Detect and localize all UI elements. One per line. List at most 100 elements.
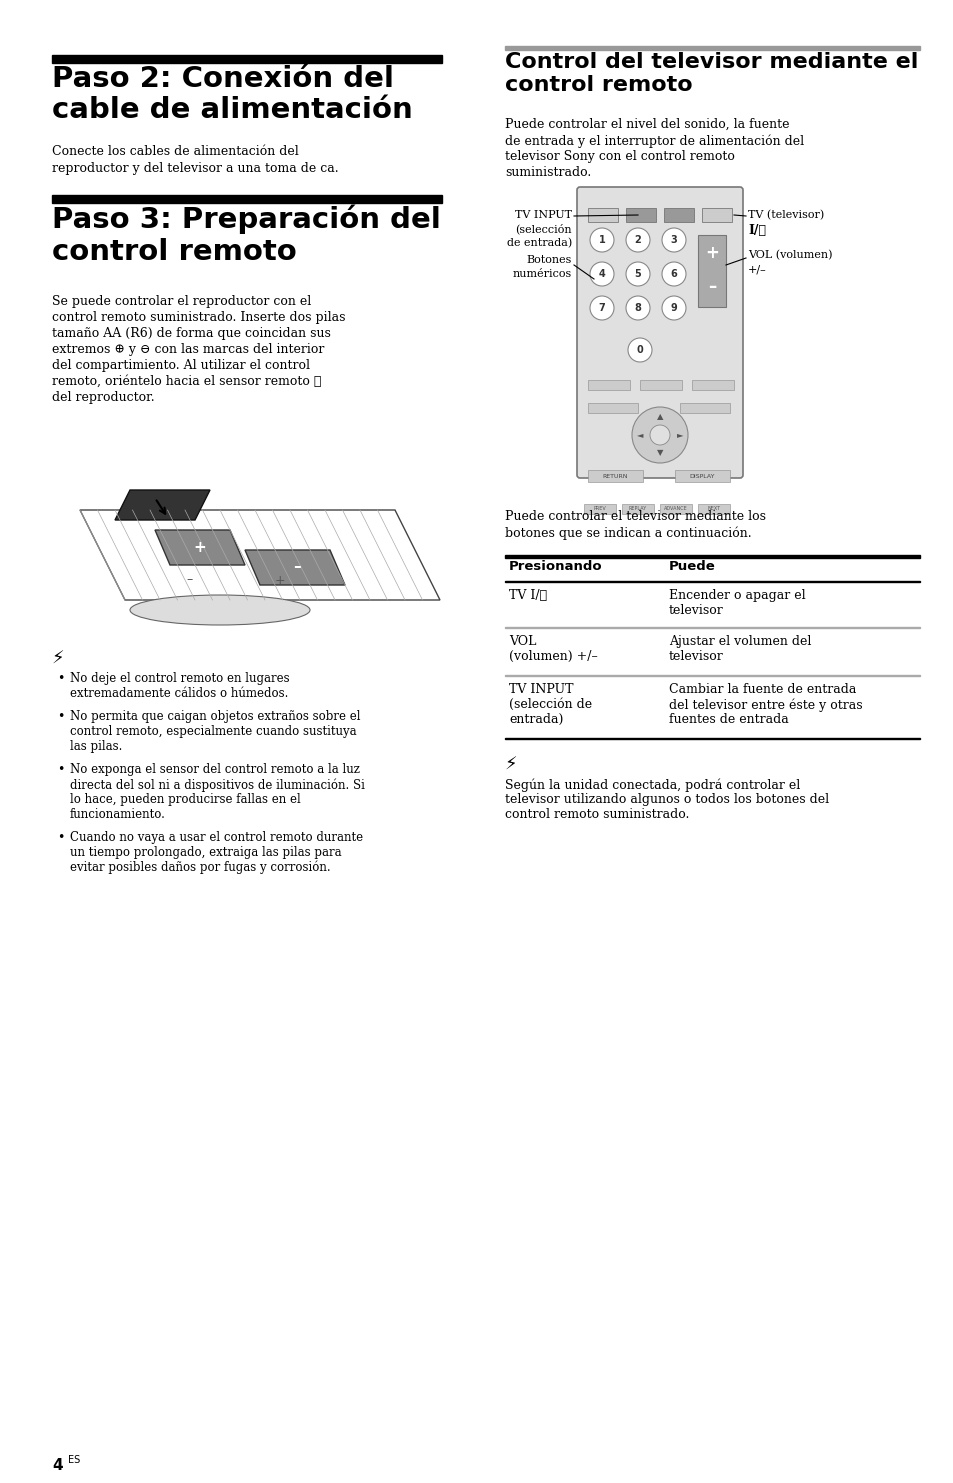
Text: VOL (volumen): VOL (volumen) xyxy=(747,251,832,261)
Text: directa del sol ni a dispositivos de iluminación. Si: directa del sol ni a dispositivos de ilu… xyxy=(70,779,364,792)
Text: extremos ⊕ y ⊖ con las marcas del interior: extremos ⊕ y ⊖ con las marcas del interi… xyxy=(52,343,324,356)
Circle shape xyxy=(589,297,614,320)
Circle shape xyxy=(625,262,649,286)
Text: Cambiar la fuente de entrada: Cambiar la fuente de entrada xyxy=(668,684,856,696)
Text: +/–: +/– xyxy=(747,264,766,274)
Text: PREV: PREV xyxy=(593,507,606,512)
Text: TV I/⏻: TV I/⏻ xyxy=(509,589,547,602)
Bar xyxy=(701,208,731,222)
Text: numéricos: numéricos xyxy=(512,268,572,279)
Text: tamaño AA (R6) de forma que coincidan sus: tamaño AA (R6) de forma que coincidan su… xyxy=(52,326,331,340)
Text: 2: 2 xyxy=(634,234,640,245)
Text: reproductor y del televisor a una toma de ca.: reproductor y del televisor a una toma d… xyxy=(52,162,338,175)
Text: ⚡: ⚡ xyxy=(504,756,517,774)
Text: remoto, oriéntelo hacia el sensor remoto Ⓡ: remoto, oriéntelo hacia el sensor remoto… xyxy=(52,375,321,389)
Text: 4: 4 xyxy=(598,268,605,279)
Text: Puede: Puede xyxy=(668,561,715,572)
Text: ADVANCE: ADVANCE xyxy=(663,507,687,512)
Text: Control del televisor mediante el
control remoto: Control del televisor mediante el contro… xyxy=(504,52,918,95)
Polygon shape xyxy=(115,489,210,521)
Bar xyxy=(504,737,919,739)
Bar xyxy=(52,194,441,203)
Circle shape xyxy=(661,297,685,320)
Text: DISPLAY: DISPLAY xyxy=(688,473,714,479)
Text: •: • xyxy=(57,710,64,724)
Text: extremadamente cálidos o húmedos.: extremadamente cálidos o húmedos. xyxy=(70,687,288,700)
Bar xyxy=(587,470,642,482)
Circle shape xyxy=(631,406,687,463)
Text: un tiempo prolongado, extraiga las pilas para: un tiempo prolongado, extraiga las pilas… xyxy=(70,845,341,859)
Bar xyxy=(587,208,618,222)
Text: control remoto, especialmente cuando sustituya: control remoto, especialmente cuando sus… xyxy=(70,725,356,739)
Circle shape xyxy=(627,338,651,362)
Text: del televisor entre éste y otras: del televisor entre éste y otras xyxy=(668,698,862,712)
Text: 6: 6 xyxy=(670,268,677,279)
Text: del compartimiento. Al utilizar el control: del compartimiento. Al utilizar el contr… xyxy=(52,359,310,372)
Text: del reproductor.: del reproductor. xyxy=(52,392,154,403)
Circle shape xyxy=(589,262,614,286)
Text: botones que se indican a continuación.: botones que se indican a continuación. xyxy=(504,526,751,540)
Text: ►: ► xyxy=(676,430,682,439)
Text: televisor utilizando algunos o todos los botones del: televisor utilizando algunos o todos los… xyxy=(504,793,828,805)
Text: –: – xyxy=(187,574,193,586)
Text: ▼: ▼ xyxy=(656,448,662,457)
Text: No exponga el sensor del control remoto a la luz: No exponga el sensor del control remoto … xyxy=(70,762,359,776)
Bar xyxy=(691,380,733,390)
Text: control remoto suministrado.: control remoto suministrado. xyxy=(504,808,689,822)
Circle shape xyxy=(589,228,614,252)
Text: –: – xyxy=(293,559,300,574)
Text: Botones: Botones xyxy=(526,255,572,265)
Bar xyxy=(504,46,919,50)
Bar xyxy=(52,55,441,62)
Text: lo hace, pueden producirse fallas en el: lo hace, pueden producirse fallas en el xyxy=(70,793,300,805)
Text: de entrada): de entrada) xyxy=(506,237,572,248)
Text: REPLAY: REPLAY xyxy=(628,507,646,512)
Text: Según la unidad conectada, podrá controlar el: Según la unidad conectada, podrá control… xyxy=(504,779,800,792)
Text: las pilas.: las pilas. xyxy=(70,740,122,753)
Polygon shape xyxy=(154,529,245,565)
Bar xyxy=(621,504,654,515)
Circle shape xyxy=(625,297,649,320)
Bar xyxy=(679,403,729,412)
Text: No deje el control remoto en lugares: No deje el control remoto en lugares xyxy=(70,672,290,685)
Text: 8: 8 xyxy=(634,303,640,313)
Text: televisor: televisor xyxy=(668,604,723,617)
Text: •: • xyxy=(57,762,64,776)
Bar xyxy=(698,504,729,515)
Text: RETURN: RETURN xyxy=(601,473,627,479)
Text: 9: 9 xyxy=(670,303,677,313)
Circle shape xyxy=(661,228,685,252)
Bar xyxy=(625,208,656,222)
Text: ⚡: ⚡ xyxy=(52,650,65,667)
Text: 5: 5 xyxy=(634,268,640,279)
Text: I/⏻: I/⏻ xyxy=(747,224,765,237)
Text: Presionando: Presionando xyxy=(509,561,602,572)
Text: •: • xyxy=(57,830,64,844)
Text: •: • xyxy=(57,672,64,685)
Text: evitar posibles daños por fugas y corrosión.: evitar posibles daños por fugas y corros… xyxy=(70,862,331,875)
Bar xyxy=(659,504,691,515)
Bar xyxy=(583,504,616,515)
Bar xyxy=(675,470,729,482)
Circle shape xyxy=(661,262,685,286)
Text: +: + xyxy=(274,574,285,586)
Text: –: – xyxy=(707,277,716,297)
Text: Conecte los cables de alimentación del: Conecte los cables de alimentación del xyxy=(52,145,298,159)
Text: Encender o apagar el: Encender o apagar el xyxy=(668,589,804,602)
Text: VOL: VOL xyxy=(509,635,536,648)
Bar xyxy=(639,380,681,390)
Text: 7: 7 xyxy=(598,303,605,313)
Text: Paso 2: Conexión del
cable de alimentación: Paso 2: Conexión del cable de alimentaci… xyxy=(52,65,413,125)
Text: ▲: ▲ xyxy=(656,412,662,421)
Bar xyxy=(504,555,919,558)
Text: fuentes de entrada: fuentes de entrada xyxy=(668,713,788,727)
Text: suministrado.: suministrado. xyxy=(504,166,591,179)
Text: NEXT: NEXT xyxy=(707,507,720,512)
Text: ES: ES xyxy=(68,1455,80,1465)
Text: +: + xyxy=(704,245,719,262)
Text: ◄: ◄ xyxy=(636,430,642,439)
Text: control remoto suministrado. Inserte dos pilas: control remoto suministrado. Inserte dos… xyxy=(52,311,345,323)
Bar xyxy=(698,234,725,307)
Bar xyxy=(504,580,919,581)
Text: funcionamiento.: funcionamiento. xyxy=(70,808,166,822)
